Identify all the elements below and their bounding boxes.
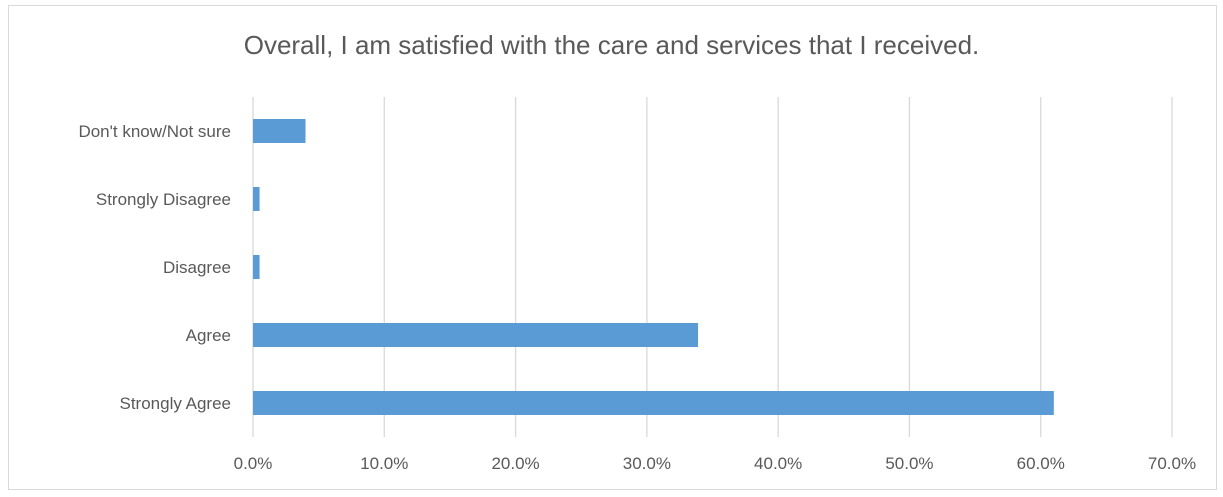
x-tick-label-6: 60.0% xyxy=(1017,454,1065,473)
bar-0 xyxy=(253,119,306,143)
x-tick-label-7: 70.0% xyxy=(1148,454,1196,473)
y-category-label-2: Disagree xyxy=(163,258,231,277)
y-category-label-0: Don't know/Not sure xyxy=(78,122,231,141)
x-tick-label-2: 20.0% xyxy=(491,454,539,473)
bar-4 xyxy=(253,391,1054,415)
chart-title: Overall, I am satisfied with the care an… xyxy=(243,30,980,60)
bar-2 xyxy=(253,255,260,279)
y-category-label-3: Agree xyxy=(186,326,231,345)
bar-1 xyxy=(253,187,260,211)
x-tick-label-1: 10.0% xyxy=(360,454,408,473)
x-tick-label-4: 40.0% xyxy=(754,454,802,473)
x-tick-label-3: 30.0% xyxy=(623,454,671,473)
y-category-label-1: Strongly Disagree xyxy=(96,190,231,209)
x-tick-label-5: 50.0% xyxy=(885,454,933,473)
x-tick-label-0: 0.0% xyxy=(234,454,273,473)
bar-3 xyxy=(253,323,699,347)
y-category-label-4: Strongly Agree xyxy=(119,394,231,413)
